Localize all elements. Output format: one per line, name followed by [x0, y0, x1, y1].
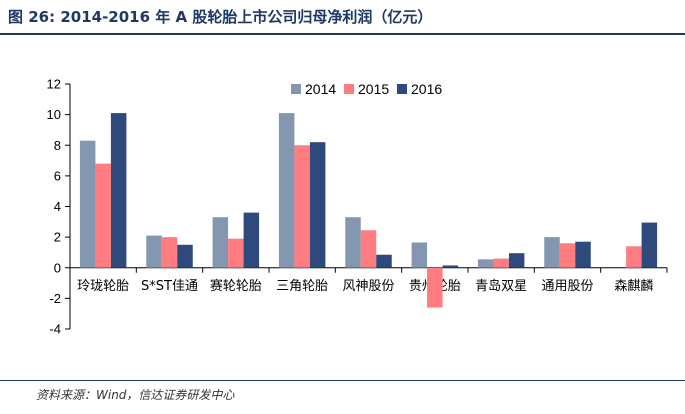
- category-label: S*ST佳通: [141, 279, 198, 294]
- y-tick-label: 4: [54, 199, 61, 214]
- bar-2015: [427, 267, 443, 308]
- category-label: 森麒麟: [614, 278, 653, 294]
- y-tick-label: 2: [54, 230, 61, 245]
- legend-swatch-2015: [344, 84, 354, 94]
- bar-2016: [177, 244, 193, 268]
- legend-label-2016: 2016: [411, 81, 442, 97]
- y-tick-label: 10: [47, 107, 61, 122]
- legend-swatch-2016: [397, 84, 407, 94]
- bar-2015: [360, 230, 377, 268]
- legend-label-2014: 2014: [305, 81, 336, 97]
- source-note: 资料来源：Wind，信达证券研发中心: [36, 388, 235, 402]
- y-tick-label: 12: [47, 77, 61, 92]
- bar-2014: [544, 237, 560, 268]
- y-tick-label: 8: [54, 138, 61, 153]
- bar-2015: [559, 243, 576, 268]
- legend-label-2015: 2015: [358, 81, 389, 97]
- bar-2015: [626, 246, 642, 268]
- bar-2015: [228, 238, 244, 268]
- category-label: 玲珑轮胎: [77, 279, 129, 294]
- y-tick-label: -2: [49, 291, 61, 306]
- bar-2016: [243, 212, 260, 268]
- y-tick-label: -4: [49, 322, 61, 337]
- bar-2016: [442, 265, 459, 268]
- bar-2014: [477, 259, 494, 268]
- bar-chart: -4-2024681012玲珑轮胎S*ST佳通赛轮轮胎三角轮胎风神股份贵州轮胎青…: [47, 77, 668, 337]
- source-rule: [0, 380, 685, 381]
- bar-2016: [575, 241, 591, 268]
- bar-2014: [411, 242, 428, 268]
- bar-2015: [161, 237, 178, 268]
- title-rule: [0, 33, 685, 35]
- bar-2015: [294, 145, 310, 268]
- bar-2014: [79, 140, 96, 268]
- bar-2014: [345, 217, 361, 268]
- bar-2015: [95, 163, 111, 268]
- category-label: 三角轮胎: [276, 279, 328, 294]
- category-label: 青岛双星: [475, 278, 527, 294]
- bar-2016: [376, 254, 392, 268]
- bar-2016: [508, 253, 525, 268]
- bar-2015: [493, 258, 509, 268]
- chart-title: 图 26: 2014-2016 年 A 股轮胎上市公司归母净利润（亿元）: [8, 8, 433, 26]
- category-label: 赛轮轮胎: [210, 278, 262, 294]
- bar-2014: [278, 113, 295, 268]
- bar-2014: [146, 235, 162, 268]
- y-tick-label: 0: [54, 260, 61, 275]
- bar-2016: [641, 222, 658, 268]
- bar-2016: [309, 142, 326, 268]
- category-label: 风神股份: [342, 279, 394, 294]
- legend-swatch-2014: [291, 84, 301, 94]
- bar-2014: [212, 217, 229, 268]
- bar-2016: [110, 113, 127, 268]
- category-label: 通用股份: [541, 279, 593, 294]
- y-tick-label: 6: [54, 168, 61, 183]
